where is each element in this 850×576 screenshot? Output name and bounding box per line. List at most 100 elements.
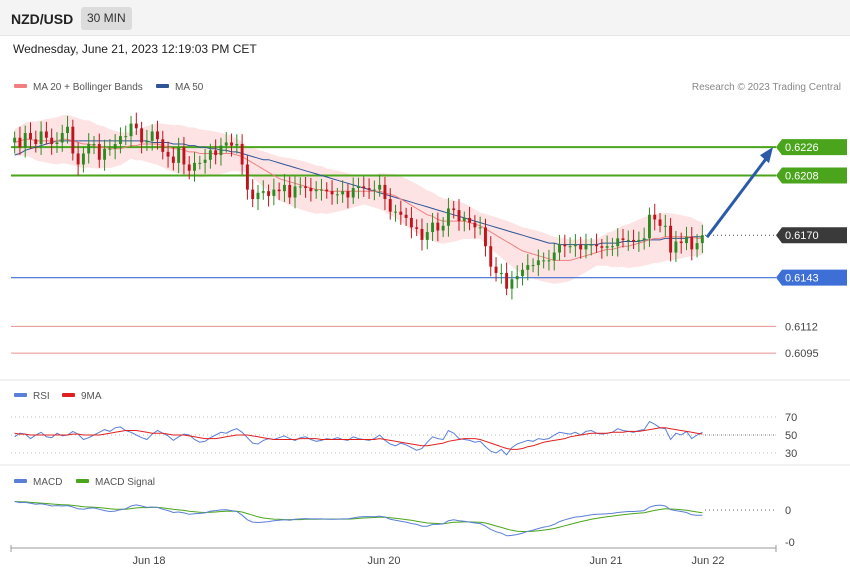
candle-body xyxy=(462,217,466,222)
candle-body xyxy=(505,272,509,289)
main-legend: MA 20 + Bollinger Bands MA 50 xyxy=(14,82,204,93)
forecast-arrow-head xyxy=(760,147,773,164)
candle-body xyxy=(663,225,667,227)
candle-body xyxy=(457,210,461,222)
legend-label-ma50: MA 50 xyxy=(175,82,204,93)
candle-body xyxy=(288,184,292,198)
macd-line xyxy=(14,501,703,537)
level-tag-current xyxy=(776,227,847,244)
candle-body xyxy=(404,214,408,218)
candle-body xyxy=(510,279,514,289)
candle-body xyxy=(531,265,535,267)
candle-body xyxy=(484,227,487,247)
candle-body xyxy=(653,214,657,220)
candle-body xyxy=(118,136,122,145)
candle-body xyxy=(394,211,397,213)
timeframe-badge[interactable]: 30 MIN xyxy=(81,7,132,30)
candle-body xyxy=(536,260,540,266)
candle-body xyxy=(256,192,260,200)
x-axis-label: Jun 20 xyxy=(367,555,400,567)
candle-body xyxy=(388,199,392,212)
candle-body xyxy=(145,140,149,143)
level-label-resistance: 0.6208 xyxy=(785,170,819,182)
candle-body xyxy=(478,227,482,229)
candle-body xyxy=(34,139,38,145)
candle-body xyxy=(171,156,175,163)
symbol-title: NZD/USD xyxy=(11,11,74,27)
candle-body xyxy=(383,184,387,200)
candle-body xyxy=(669,225,673,253)
candle-body xyxy=(637,239,641,242)
candle-body xyxy=(71,126,75,154)
legend-swatch-rsi-ma xyxy=(62,393,75,397)
legend-label-ma20: MA 20 + Bollinger Bands xyxy=(33,82,143,93)
legend-swatch-macd xyxy=(14,479,27,483)
candle-body xyxy=(113,144,117,149)
candle-body xyxy=(378,184,382,190)
candle-body xyxy=(552,252,556,261)
candle-body xyxy=(362,186,366,189)
level-tag-support xyxy=(776,269,847,286)
candle-body xyxy=(124,136,128,138)
candle-body xyxy=(87,144,91,154)
candle-body xyxy=(50,137,54,145)
candle-body xyxy=(293,186,297,198)
x-axis-label: Jun 21 xyxy=(589,555,622,567)
candle-body xyxy=(193,162,196,171)
candle-body xyxy=(674,241,678,253)
rsi-level-label: 30 xyxy=(785,448,797,460)
candle-body xyxy=(409,217,413,228)
candle-body xyxy=(616,238,620,247)
candle-body xyxy=(240,144,244,165)
candle-body xyxy=(140,128,144,143)
candle-body xyxy=(66,126,70,134)
candle-body xyxy=(547,260,551,262)
candle-body xyxy=(610,246,614,248)
forecast-arrow-shaft xyxy=(705,155,770,239)
candle-body xyxy=(563,244,567,247)
candle-body xyxy=(621,238,625,240)
level-label-resistance: 0.6226 xyxy=(785,142,819,154)
candle-body xyxy=(23,133,27,148)
candle-body xyxy=(267,191,271,196)
candle-body xyxy=(203,159,207,163)
candle-body xyxy=(573,244,577,247)
candle-body xyxy=(351,188,355,198)
candle-body xyxy=(44,131,48,138)
forecast-arrow xyxy=(705,147,773,239)
level-tag-resistance xyxy=(776,167,847,184)
candle-body xyxy=(700,235,704,244)
timestamp: Wednesday, June 21, 2023 12:19:03 PM CET xyxy=(13,42,257,56)
candle-body xyxy=(103,148,107,160)
candle-body xyxy=(76,153,80,165)
x-axis: Jun 18 Jun 20 Jun 21 Jun 22 xyxy=(10,545,777,567)
level-tag-resistance xyxy=(776,139,847,156)
candle-body xyxy=(489,246,493,267)
candle-body xyxy=(494,266,498,273)
candle-body xyxy=(468,217,472,223)
candle-body xyxy=(558,244,561,253)
candle-body xyxy=(584,244,588,250)
candle-body xyxy=(695,243,699,250)
candle-body xyxy=(330,191,334,195)
candle-body xyxy=(679,241,683,244)
bollinger-band-area xyxy=(14,114,703,284)
price-level-tags: 0.6226 0.6208 0.6170 0.6143 0.6112 0.6095 xyxy=(776,139,847,360)
candle-body xyxy=(177,147,181,163)
candle-body xyxy=(245,164,249,190)
credit-text: Research © 2023 Trading Central xyxy=(692,82,841,93)
candle-body xyxy=(605,246,609,248)
candle-body xyxy=(261,191,265,193)
legend-label-rsi: RSI xyxy=(33,391,50,402)
candle-body xyxy=(452,208,456,211)
candle-body xyxy=(335,194,339,196)
candle-body xyxy=(314,189,318,192)
header-bar: NZD/USD 30 MIN xyxy=(0,0,850,36)
legend-label-macd-signal: MACD Signal xyxy=(95,477,155,488)
candle-body xyxy=(187,164,191,171)
candle-body xyxy=(642,238,646,240)
candle-body xyxy=(420,228,424,240)
candle-body xyxy=(320,189,323,191)
candle-body xyxy=(526,265,530,270)
candle-body xyxy=(589,244,593,246)
